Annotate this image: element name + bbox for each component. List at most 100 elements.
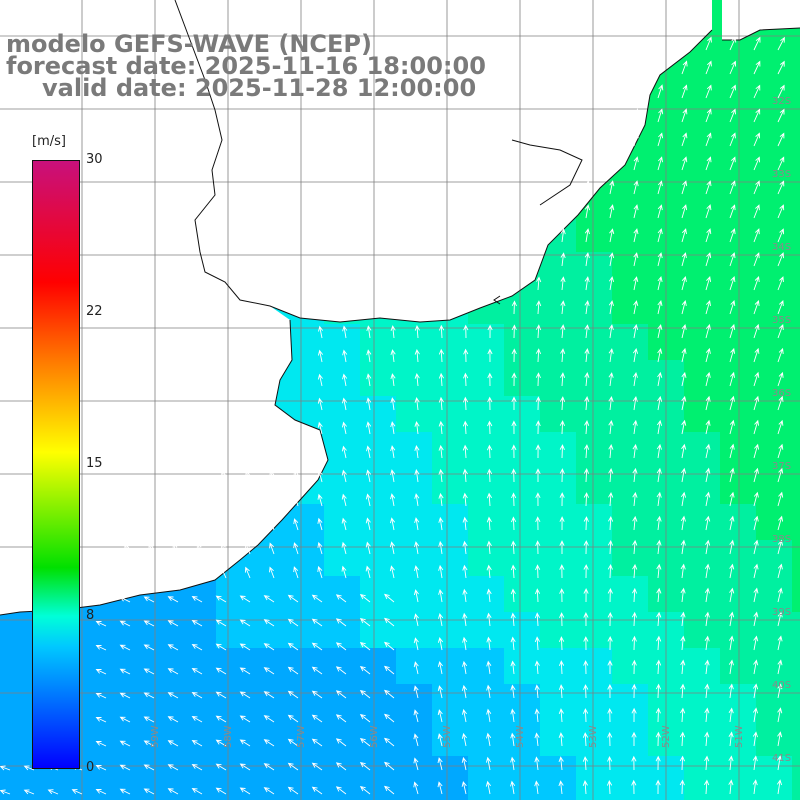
wind-arrow — [657, 371, 663, 387]
wind-arrow — [680, 587, 686, 603]
wind-arrow — [777, 276, 784, 291]
wind-arrow — [535, 444, 541, 459]
wind-arrow — [510, 660, 516, 675]
sea-cell — [576, 612, 613, 649]
sea-cell — [288, 612, 325, 649]
wind-arrow — [148, 567, 155, 579]
wind-arrow — [438, 492, 444, 507]
wind-arrow — [535, 396, 541, 411]
wind-arrow — [510, 708, 516, 723]
sea-cell — [216, 756, 253, 793]
wind-arrow — [777, 324, 784, 339]
wind-arrow — [510, 612, 516, 627]
sea-cell — [612, 684, 649, 721]
wind-arrow — [656, 539, 662, 555]
wind-arrow — [263, 691, 275, 699]
wind-arrow — [167, 596, 179, 603]
sea-cell — [720, 720, 757, 757]
wind-arrow — [486, 468, 493, 483]
sea-cell — [792, 360, 800, 397]
sea-cell — [504, 792, 541, 800]
wind-arrow — [583, 684, 589, 699]
wind-arrow — [293, 542, 299, 555]
wind-arrow — [119, 668, 131, 675]
wind-arrow — [583, 492, 590, 507]
wind-arrow — [584, 420, 590, 435]
wind-arrow — [335, 762, 347, 771]
wind-arrow — [95, 741, 107, 747]
wind-arrow — [632, 587, 638, 603]
wind-arrow — [317, 469, 323, 483]
legend-colorbar — [32, 160, 80, 769]
sea-cell — [252, 540, 289, 577]
wind-arrow — [239, 643, 251, 651]
wind-arrow — [655, 755, 661, 771]
wind-arrow — [582, 732, 589, 747]
wind-arrow — [655, 659, 662, 675]
wind-arrow — [215, 595, 227, 603]
wind-arrow — [462, 660, 468, 675]
sea-cell — [792, 288, 800, 325]
sea-cell — [792, 252, 800, 289]
wind-arrow — [705, 323, 711, 339]
wind-arrow — [383, 761, 395, 771]
sea-cell — [756, 432, 793, 469]
sea-cell — [216, 576, 253, 613]
wind-arrow — [657, 60, 664, 75]
wind-arrow — [511, 468, 517, 483]
wind-arrow — [462, 540, 468, 555]
legend-tick-22: 22 — [86, 304, 103, 319]
sea-cell — [720, 72, 757, 109]
wind-arrow — [585, 180, 591, 195]
wind-arrow — [729, 611, 735, 627]
wind-arrow — [607, 659, 613, 674]
sea-cell — [612, 612, 649, 649]
sea-cell — [468, 360, 505, 397]
wind-arrow — [657, 323, 663, 339]
sea-cell — [432, 648, 469, 685]
wind-arrow — [777, 180, 785, 195]
wind-arrow — [383, 593, 395, 603]
wind-arrow — [414, 324, 420, 339]
wind-arrow — [462, 612, 468, 627]
wind-arrow — [486, 540, 492, 555]
wind-arrow — [753, 539, 759, 555]
wind-arrow — [777, 731, 783, 747]
wind-arrow — [143, 596, 155, 603]
wind-arrow — [583, 636, 589, 651]
wind-arrow — [609, 228, 615, 243]
wind-arrow — [317, 517, 323, 531]
wind-arrow — [438, 540, 444, 555]
wind-arrow — [143, 764, 155, 771]
sea-cell — [720, 648, 757, 685]
wind-arrow — [729, 180, 736, 195]
sea-cell — [396, 792, 433, 800]
sea-cell — [684, 144, 721, 181]
sea-cell — [216, 792, 253, 800]
wind-arrow — [239, 667, 251, 675]
wind-arrow — [729, 419, 735, 435]
sea-cell — [144, 648, 181, 685]
sea-cell — [576, 396, 613, 433]
sea-cell — [504, 648, 541, 685]
wind-arrow — [608, 443, 614, 459]
wind-arrow — [413, 637, 419, 651]
wind-arrow — [196, 567, 203, 579]
wind-arrow — [167, 716, 179, 723]
wind-arrow — [511, 372, 517, 387]
sea-cell — [684, 468, 721, 505]
sea-cell — [576, 720, 613, 757]
wind-arrow — [753, 180, 760, 195]
wind-arrow — [729, 204, 736, 219]
wind-arrow — [729, 108, 736, 123]
wind-arrow — [633, 323, 639, 339]
wind-arrow — [172, 543, 179, 555]
wind-arrow — [608, 300, 614, 315]
wind-arrow — [535, 420, 541, 435]
sea-cell — [468, 396, 505, 433]
wind-arrow — [511, 420, 517, 435]
sea-cell — [468, 540, 505, 577]
wind-arrow — [461, 708, 467, 723]
wind-arrow — [95, 597, 107, 603]
wind-arrow — [462, 444, 468, 459]
